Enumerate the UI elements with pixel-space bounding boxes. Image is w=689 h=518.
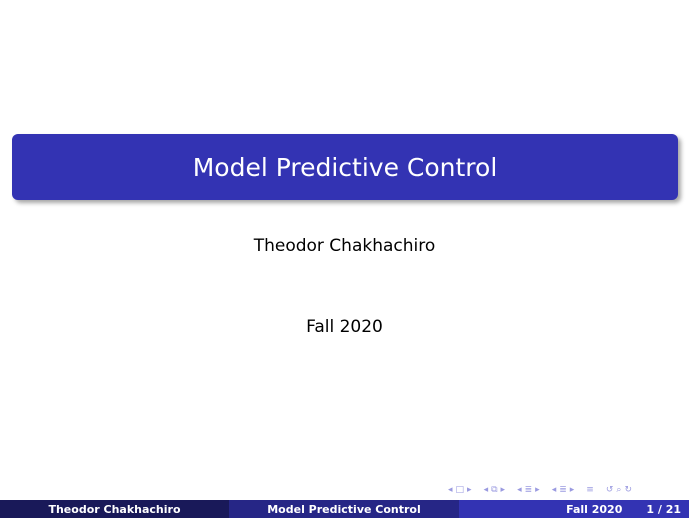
footer-page-number: 1 / 21 (646, 502, 681, 516)
nav-next-frame-icon[interactable]: ▸ (467, 484, 472, 495)
nav-frame-icon[interactable]: □ (455, 484, 465, 495)
nav-next-outline-icon[interactable]: ▸ (569, 484, 575, 495)
nav-outline-icon[interactable]: ≣ (559, 484, 567, 495)
nav-prev-frame-icon[interactable]: ◂ (448, 484, 453, 495)
nav-subsection-icon[interactable]: ⧉ (491, 484, 498, 495)
nav-undo-icon[interactable]: ↺ (605, 484, 614, 495)
slide-author: Theodor Chakhachiro (253, 236, 436, 256)
slide-title-box: Model Predictive Control (12, 134, 678, 200)
nav-section-icon[interactable]: ≣ (524, 484, 533, 495)
footer-bar: Theodor Chakhachiro Model Predictive Con… (0, 500, 689, 518)
footer-title-segment: Model Predictive Control (229, 500, 459, 518)
footer-author: Theodor Chakhachiro (48, 502, 181, 516)
slide-title: Model Predictive Control (192, 152, 498, 182)
nav-search-icon[interactable]: ⌕ (616, 484, 622, 495)
nav-prev-outline-icon[interactable]: ◂ (551, 484, 557, 495)
footer-author-segment: Theodor Chakhachiro (0, 500, 229, 518)
footer-date: Fall 2020 (566, 502, 623, 516)
nav-prev-section-icon[interactable]: ◂ (517, 484, 522, 495)
nav-align-icon[interactable]: ≡ (586, 484, 594, 495)
nav-prev-subsection-icon[interactable]: ◂ (483, 484, 489, 495)
nav-next-subsection-icon[interactable]: ▸ (500, 484, 506, 495)
slide-date: Fall 2020 (306, 317, 383, 337)
nav-redo-icon[interactable]: ↻ (624, 484, 632, 495)
footer-title: Model Predictive Control (267, 502, 421, 516)
nav-next-section-icon[interactable]: ▸ (535, 484, 540, 495)
beamer-navigation-bar: ◂ □ ▸ ◂ ⧉ ▸ ◂ ≣ ▸ ◂ ≣ ▸ ≡ ↺ ⌕ ↻ (448, 484, 688, 496)
footer-info-segment: Fall 2020 1 / 21 (459, 500, 689, 518)
